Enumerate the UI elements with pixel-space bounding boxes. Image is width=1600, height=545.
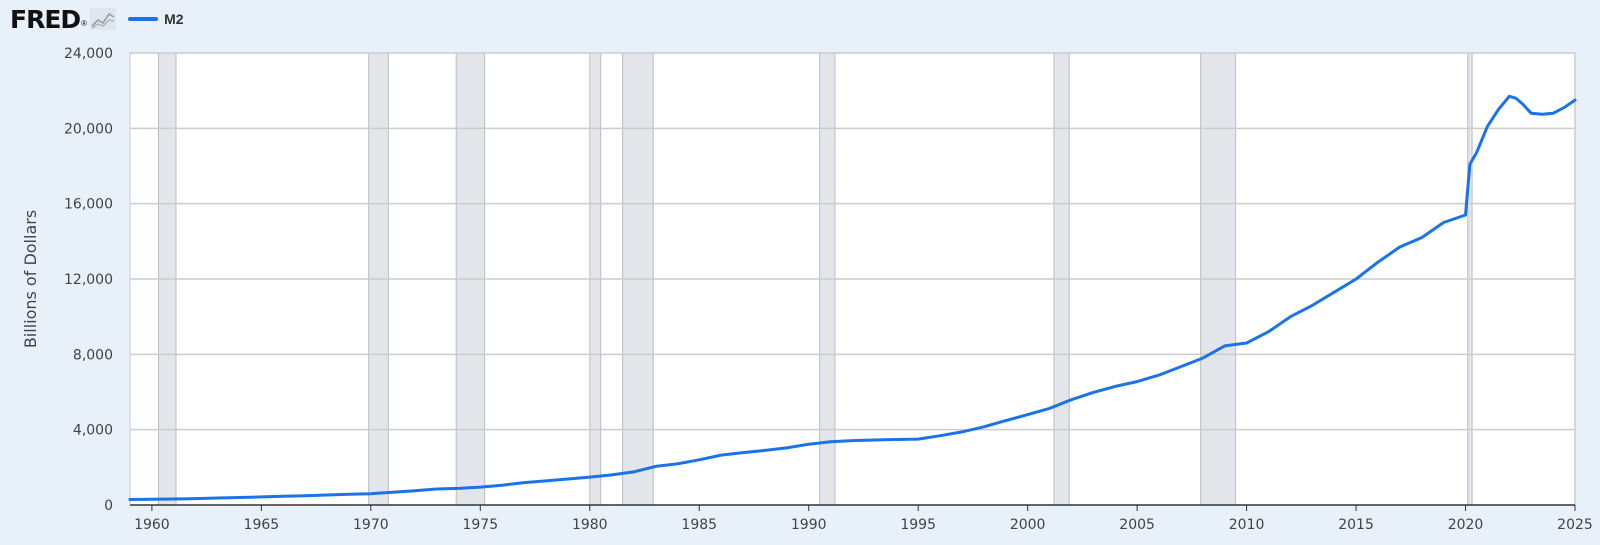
x-tick-label: 1990	[791, 517, 827, 533]
grid-lines	[129, 52, 1576, 505]
registered-mark: ®	[81, 19, 88, 28]
x-tick-label: 1975	[462, 517, 498, 533]
x-tick-label: 1965	[244, 517, 280, 533]
chart-header: FRED ® M2	[10, 4, 184, 34]
x-tick-label: 1980	[572, 517, 608, 533]
x-tick-label: 1960	[134, 517, 170, 533]
x-tick-label: 2000	[1010, 517, 1046, 533]
x-tick-label: 2005	[1119, 517, 1155, 533]
fred-logo[interactable]: FRED	[10, 4, 81, 34]
fred-graph-icon	[90, 8, 117, 30]
x-tick-label: 2020	[1448, 517, 1484, 533]
x-tick-label: 1995	[900, 517, 936, 533]
y-tick-label: 12,000	[64, 272, 113, 288]
y-tick-label: 20,000	[64, 121, 113, 137]
x-tick-label: 1970	[353, 517, 389, 533]
x-tick-label: 2010	[1229, 517, 1265, 533]
series-group	[128, 94, 1577, 501]
legend-label: M2	[164, 11, 184, 27]
y-axis-label: Billions of Dollars	[21, 210, 40, 348]
y-tick-label: 8,000	[73, 347, 113, 363]
y-tick-label: 24,000	[64, 46, 113, 62]
y-tick-label: 0	[104, 498, 113, 514]
x-tick-label: 1985	[681, 517, 717, 533]
legend-swatch	[128, 17, 159, 21]
series-line-m2[interactable]	[128, 94, 1577, 501]
y-tick-label: 4,000	[73, 423, 113, 439]
y-tick-label: 16,000	[64, 197, 113, 213]
x-axis-ticks: 1960 1965 1970 1975 1980 1985 1990 1995 2000 2005…	[134, 505, 1593, 533]
chart-legend[interactable]: M2	[128, 11, 184, 27]
y-axis-ticks: 0 4,000 8,000 12,000 16,000 20,000 24,000	[64, 46, 113, 514]
x-tick-label: 2025	[1557, 517, 1593, 533]
x-tick-label: 2015	[1338, 517, 1374, 533]
